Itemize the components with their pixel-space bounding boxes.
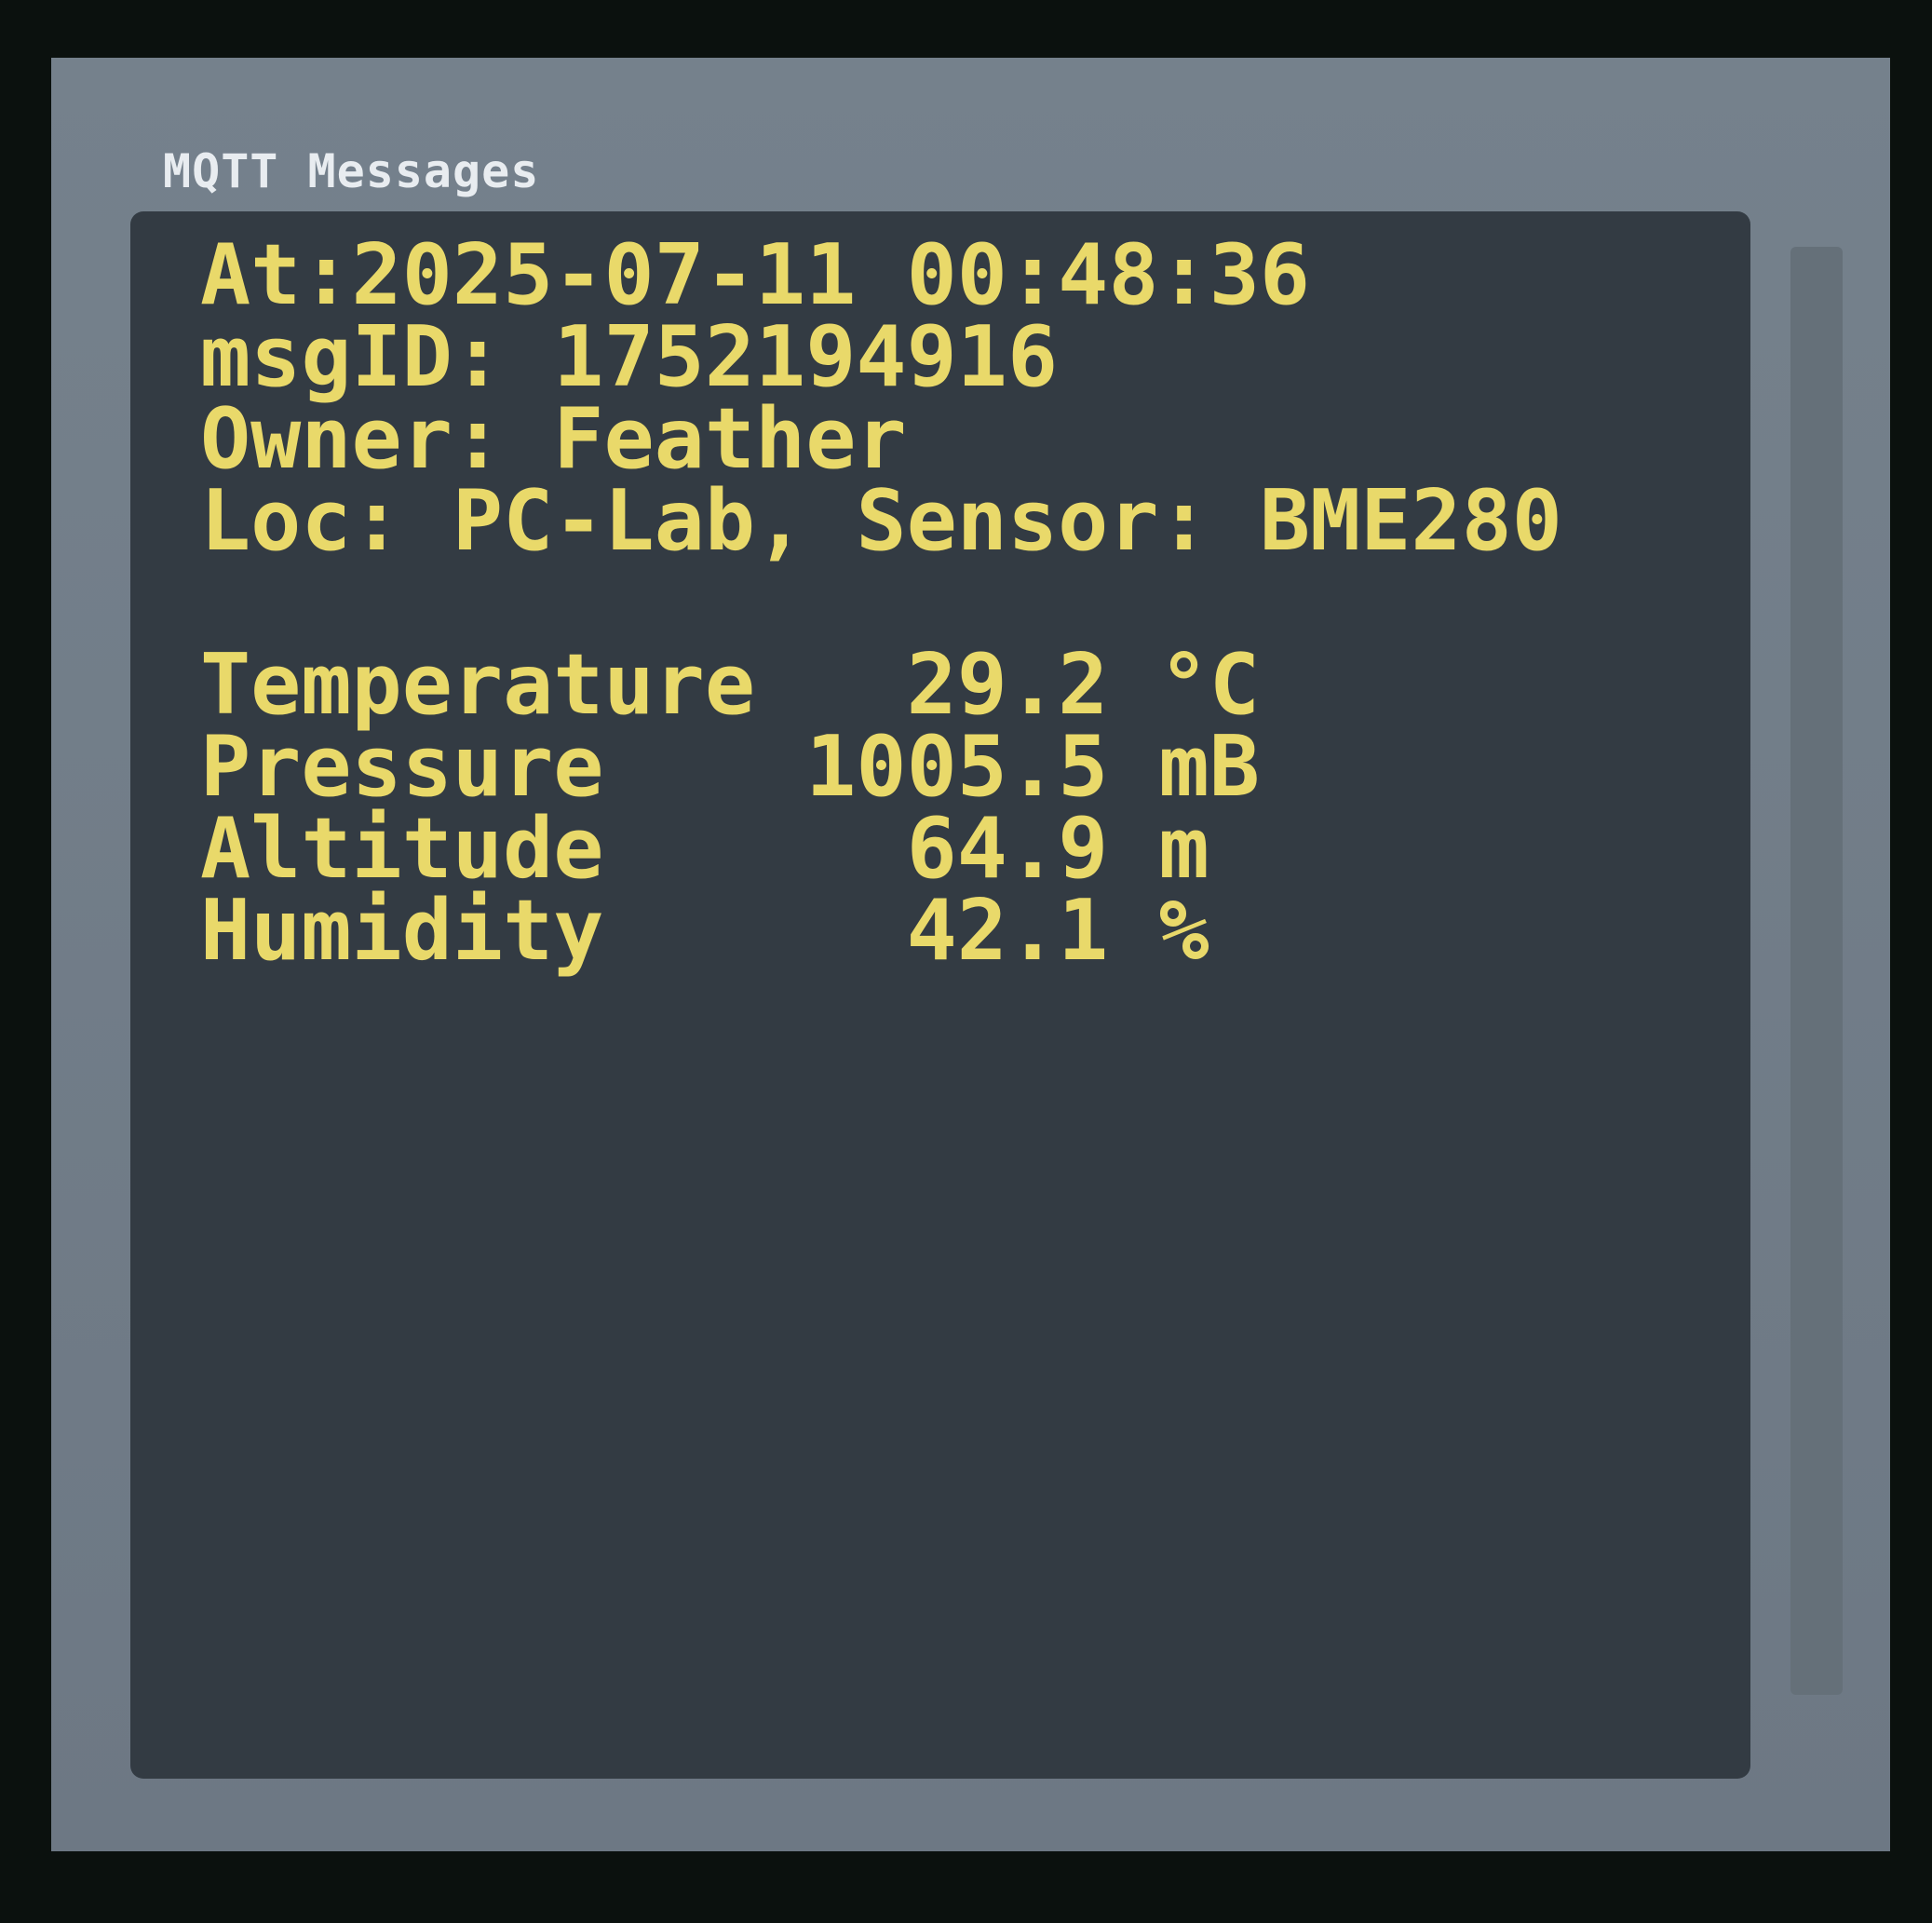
message-owner: Owner: Feather	[200, 390, 907, 488]
display-screen: MQTT Messages At:2025-07-11 00:48:36 msg…	[51, 58, 1890, 1851]
reading-altitude: Altitude 64.9 m	[200, 800, 1209, 898]
reading-pressure: Pressure 1005.5 mB	[200, 718, 1260, 816]
reading-temperature: Temperature 29.2 °C	[200, 636, 1260, 734]
message-timestamp: At:2025-07-11 00:48:36	[200, 226, 1311, 324]
window-title: MQTT Messages	[163, 144, 540, 198]
scrollbar-track[interactable]	[1790, 247, 1843, 1695]
message-id: msgID: 1752194916	[200, 308, 1059, 406]
message-panel[interactable]	[130, 211, 1750, 1779]
reading-humidity: Humidity 42.1 %	[200, 882, 1209, 980]
message-location-sensor: Loc: PC-Lab, Sensor: BME280	[200, 472, 1562, 570]
